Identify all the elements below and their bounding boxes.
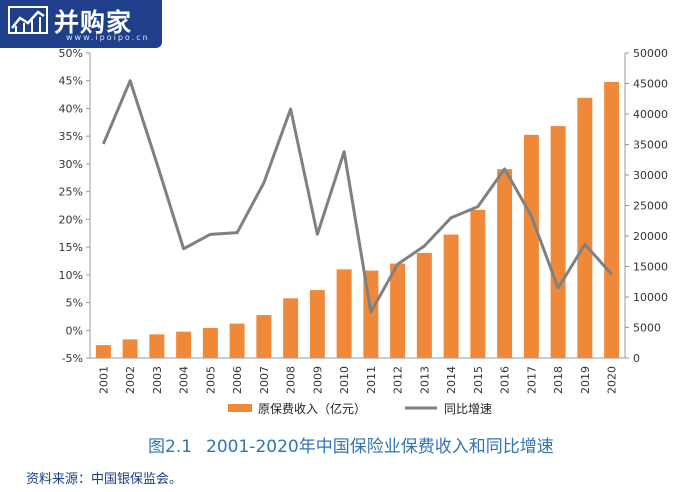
bar [149, 334, 165, 358]
y-right-tick-label: 50000 [633, 47, 668, 60]
y-right-tick-label: 45000 [633, 78, 668, 91]
y-left-tick-label: 35% [59, 130, 83, 143]
bar [577, 97, 593, 358]
y-right-tick-label: 0 [633, 352, 640, 365]
bar [470, 209, 486, 358]
x-tick-label: 2016 [499, 366, 512, 394]
bar [497, 169, 513, 358]
x-tick-label: 2006 [231, 366, 244, 394]
y-left-tick-label: -5% [62, 352, 83, 365]
y-left-tick-label: 40% [59, 102, 83, 115]
bar [604, 81, 620, 358]
x-tick-label: 2003 [151, 366, 164, 394]
x-tick-label: 2005 [204, 366, 217, 394]
x-tick-label: 2012 [392, 366, 405, 394]
x-tick-label: 2018 [552, 366, 565, 394]
x-tick-label: 2011 [365, 366, 378, 394]
y-left-tick-label: 45% [59, 75, 83, 88]
legend-line-label: 同比增速 [444, 402, 492, 416]
x-tick-label: 2010 [338, 366, 351, 394]
bar [256, 315, 272, 358]
bar [309, 290, 325, 358]
y-left-tick-label: 15% [59, 241, 83, 254]
logo-banner: 并购家 www.ipoipo.cn [0, 0, 162, 48]
x-tick-label: 2013 [418, 366, 431, 394]
bar [443, 234, 459, 358]
x-tick-label: 2017 [525, 366, 538, 394]
y-left-tick-label: 50% [59, 47, 83, 60]
bar [95, 345, 111, 358]
y-right-tick-label: 15000 [633, 261, 668, 274]
x-tick-label: 2019 [579, 366, 592, 394]
y-right-tick-label: 10000 [633, 291, 668, 304]
figure-caption: 图2.1 2001-2020年中国保险业保费收入和同比增速 [148, 432, 568, 457]
logo-name: 并购家 [54, 8, 133, 37]
x-tick-label: 2014 [445, 366, 458, 394]
x-tick-label: 2009 [311, 366, 324, 394]
bar [390, 263, 406, 358]
y-right-tick-label: 5000 [633, 322, 661, 335]
y-left-tick-label: 10% [59, 269, 83, 282]
x-tick-label: 2002 [124, 366, 137, 394]
logo-site: www.ipoipo.cn [66, 33, 150, 42]
y-left-tick-label: 30% [59, 158, 83, 171]
bar [283, 298, 299, 358]
y-right-tick-label: 20000 [633, 230, 668, 243]
y-right-tick-label: 40000 [633, 108, 668, 121]
y-left-tick-label: 25% [59, 186, 83, 199]
legend-bar-label: 原保费收入（亿元） [258, 401, 366, 416]
data-source: 资料来源：中国银保监会。 [26, 472, 183, 487]
x-tick-label: 2001 [97, 366, 110, 394]
bar [336, 269, 352, 358]
chart-logo-icon [8, 6, 48, 34]
x-tick-label: 2020 [606, 366, 619, 394]
y-left-tick-label: 5% [66, 297, 83, 310]
bar [122, 339, 138, 358]
x-tick-label: 2004 [178, 366, 191, 394]
x-tick-label: 2015 [472, 366, 485, 394]
y-right-tick-label: 35000 [633, 139, 668, 152]
y-right-tick-label: 25000 [633, 200, 668, 213]
bar [229, 323, 245, 358]
bar [202, 327, 218, 358]
y-left-tick-label: 20% [59, 213, 83, 226]
growth-line [101, 79, 613, 314]
chart: -5% 0% 5% 10% 15% 20% 25% 30% 35% 40% 45% 50% 0 5000 1… [59, 47, 668, 416]
x-tick-label: 2007 [258, 366, 271, 394]
y-left-tick-label: 0% [66, 324, 83, 337]
figure-title: 2001-2020年中国保险业保费收入和同比增速 [206, 437, 554, 457]
legend-bar-swatch [228, 404, 252, 412]
bar [416, 252, 432, 358]
y-right-tick-label: 30000 [633, 169, 668, 182]
figure-number: 图2.1 [148, 437, 193, 457]
bar [176, 331, 192, 358]
bar [550, 126, 566, 358]
bar [523, 134, 539, 358]
x-tick-label: 2008 [285, 366, 298, 394]
